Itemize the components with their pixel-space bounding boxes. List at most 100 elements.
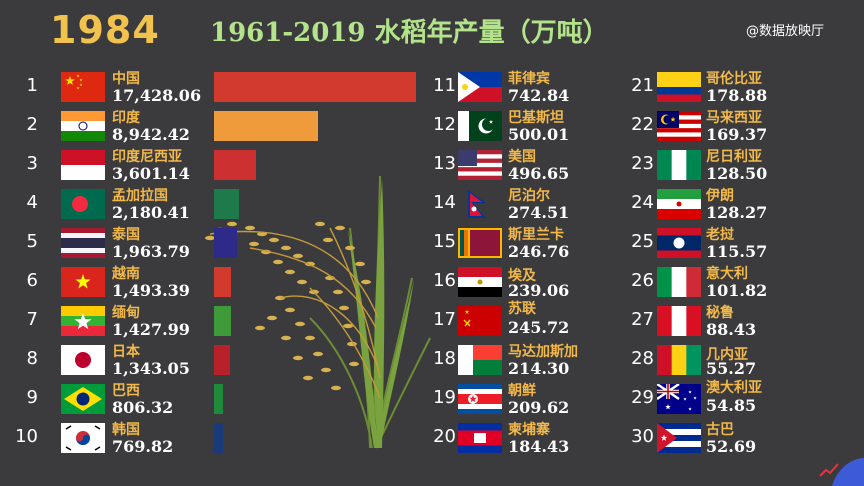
rank-label: 1 bbox=[26, 75, 38, 96]
rank-label: 20 bbox=[433, 426, 456, 447]
country-name: 马来西亚 bbox=[706, 110, 762, 126]
value-label: 500.01 bbox=[508, 125, 570, 144]
value-label: 214.30 bbox=[508, 359, 570, 378]
value-label: 245.72 bbox=[508, 318, 570, 337]
flag-gn-icon bbox=[657, 345, 701, 375]
country-name: 越南 bbox=[112, 266, 140, 282]
value-label: 184.43 bbox=[508, 437, 570, 456]
country-name: 埃及 bbox=[508, 268, 536, 284]
flag-pk-icon bbox=[458, 111, 502, 141]
country-name: 美国 bbox=[508, 149, 536, 165]
rank-label: 22 bbox=[631, 114, 654, 135]
flag-co-icon bbox=[657, 72, 701, 102]
country-name: 老挝 bbox=[706, 227, 734, 243]
value-label: 115.57 bbox=[706, 242, 768, 261]
country-name: 斯里兰卡 bbox=[508, 227, 564, 243]
rank-label: 21 bbox=[631, 75, 654, 96]
flag-ph-icon bbox=[458, 72, 502, 102]
flag-su-icon bbox=[458, 306, 502, 336]
value-label: 178.88 bbox=[706, 86, 768, 105]
flag-jp-icon bbox=[61, 345, 105, 375]
rank-label: 8 bbox=[26, 348, 38, 369]
rank-label: 3 bbox=[26, 153, 38, 174]
rank-label: 29 bbox=[631, 387, 654, 408]
value-label: 769.82 bbox=[112, 437, 174, 456]
country-name: 柬埔寨 bbox=[508, 422, 550, 438]
bar bbox=[214, 306, 231, 336]
rank-label: 27 bbox=[631, 309, 654, 330]
value-label: 1,427.99 bbox=[112, 320, 190, 339]
country-name: 巴西 bbox=[112, 383, 140, 399]
bar bbox=[214, 423, 223, 453]
value-label: 54.85 bbox=[706, 396, 757, 415]
flag-us-icon bbox=[458, 150, 502, 180]
flag-id-icon bbox=[61, 150, 105, 180]
rank-label: 25 bbox=[631, 231, 654, 252]
flag-ng-icon bbox=[657, 150, 701, 180]
rank-label: 16 bbox=[433, 270, 456, 291]
flag-mg-icon bbox=[458, 345, 502, 375]
rank-label: 13 bbox=[433, 153, 456, 174]
bar bbox=[214, 189, 240, 219]
country-name: 日本 bbox=[112, 344, 140, 360]
value-label: 246.76 bbox=[508, 242, 570, 261]
country-name: 古巴 bbox=[706, 422, 734, 438]
flag-kr-icon bbox=[61, 423, 105, 453]
flag-mm-icon bbox=[61, 306, 105, 336]
flag-vn-icon bbox=[61, 267, 105, 297]
country-name: 孟加拉国 bbox=[112, 188, 168, 204]
rank-label: 19 bbox=[433, 387, 456, 408]
value-label: 128.50 bbox=[706, 164, 768, 183]
rank-label: 26 bbox=[631, 270, 654, 291]
rank-label: 28 bbox=[631, 348, 654, 369]
flag-lk-icon bbox=[458, 228, 502, 258]
bar bbox=[214, 384, 224, 414]
country-name: 几内亚 bbox=[706, 347, 748, 363]
corner-logo-icon bbox=[819, 458, 864, 486]
country-name: 中国 bbox=[112, 71, 140, 87]
brand-watermark: @数据放映厅 bbox=[746, 24, 825, 39]
rice-plant-illustration bbox=[205, 175, 431, 449]
rank-label: 11 bbox=[433, 75, 456, 96]
chart-title: 1961-2019 水稻年产量（万吨） bbox=[210, 18, 609, 48]
value-label: 3,601.14 bbox=[112, 164, 190, 183]
value-label: 1,963.79 bbox=[112, 242, 190, 261]
flag-cn-icon bbox=[61, 72, 105, 102]
flag-eg-icon bbox=[458, 267, 502, 297]
rank-label: 9 bbox=[26, 387, 38, 408]
rank-label: 14 bbox=[433, 192, 456, 213]
value-label: 52.69 bbox=[706, 437, 757, 456]
flag-np-icon bbox=[458, 189, 502, 219]
flag-la-icon bbox=[657, 228, 701, 258]
country-name: 印度 bbox=[112, 110, 140, 126]
rank-label: 30 bbox=[631, 426, 654, 447]
country-name: 印度尼西亚 bbox=[112, 149, 182, 165]
flag-my-icon bbox=[657, 111, 701, 141]
flag-in-icon bbox=[61, 111, 105, 141]
value-label: 496.65 bbox=[508, 164, 570, 183]
flag-ir-icon bbox=[657, 189, 701, 219]
rank-label: 12 bbox=[433, 114, 456, 135]
bar bbox=[214, 111, 318, 141]
value-label: 1,343.05 bbox=[112, 359, 190, 378]
bar bbox=[214, 150, 256, 180]
value-label: 2,180.41 bbox=[112, 203, 190, 222]
country-name: 尼日利亚 bbox=[706, 149, 762, 165]
rank-label: 17 bbox=[433, 309, 456, 330]
flag-th-icon bbox=[61, 228, 105, 258]
flag-bd-icon bbox=[61, 189, 105, 219]
country-name: 菲律宾 bbox=[508, 71, 550, 87]
country-name: 伊朗 bbox=[706, 188, 734, 204]
flag-kp-icon bbox=[458, 384, 502, 414]
bar bbox=[214, 267, 232, 297]
rank-label: 23 bbox=[631, 153, 654, 174]
value-label: 274.51 bbox=[508, 203, 570, 222]
bar bbox=[214, 72, 416, 102]
country-name: 泰国 bbox=[112, 227, 140, 243]
flag-it-icon bbox=[657, 267, 701, 297]
country-name: 意大利 bbox=[706, 266, 748, 282]
bar bbox=[214, 345, 230, 375]
value-label: 806.32 bbox=[112, 398, 174, 417]
value-label: 209.62 bbox=[508, 398, 570, 417]
country-name: 巴基斯坦 bbox=[508, 110, 564, 126]
